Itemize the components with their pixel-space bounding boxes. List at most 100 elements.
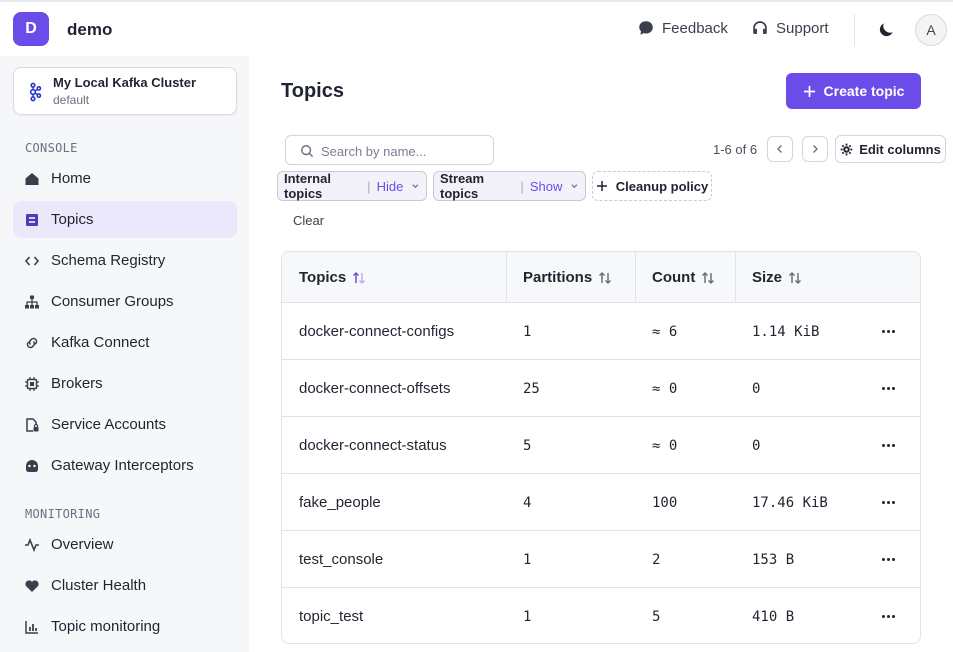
plus-icon bbox=[803, 85, 815, 97]
sidebar-item-service-accounts[interactable]: Service Accounts bbox=[13, 406, 237, 443]
sidebar-item-topics[interactable]: Topics bbox=[13, 201, 237, 238]
code-icon bbox=[24, 255, 40, 266]
row-actions-icon[interactable] bbox=[879, 323, 897, 339]
topic-name[interactable]: fake_people bbox=[299, 494, 381, 511]
sidebar-item-home[interactable]: Home bbox=[13, 160, 237, 197]
topic-count: 2 bbox=[652, 551, 661, 568]
sidebar-item-brokers[interactable]: Brokers bbox=[13, 365, 237, 402]
next-page-button[interactable] bbox=[802, 136, 828, 162]
topic-partitions: 1 bbox=[523, 608, 532, 625]
row-actions-icon[interactable] bbox=[879, 551, 897, 567]
moon-icon[interactable] bbox=[876, 20, 896, 40]
section-monitoring: MONITORING bbox=[25, 507, 101, 521]
column-divider bbox=[635, 252, 636, 303]
user-avatar[interactable]: A bbox=[915, 14, 947, 46]
search-input[interactable] bbox=[321, 141, 486, 161]
support-link[interactable]: Support bbox=[751, 19, 829, 37]
table-row[interactable]: fake_people 4 100 17.46 KiB bbox=[282, 474, 920, 531]
topic-size: 0 bbox=[752, 437, 761, 454]
gateway-icon bbox=[26, 459, 38, 472]
cleanup-policy-filter[interactable]: Cleanup policy bbox=[592, 171, 712, 201]
chat-bubble-icon bbox=[639, 21, 653, 35]
sidebar-item-label: Consumer Groups bbox=[51, 293, 174, 310]
sidebar: My Local Kafka Cluster default CONSOLE H… bbox=[0, 56, 249, 652]
row-actions-icon[interactable] bbox=[879, 437, 897, 453]
gear-icon bbox=[840, 143, 853, 155]
link-icon bbox=[26, 337, 38, 348]
cluster-selector[interactable]: My Local Kafka Cluster default bbox=[13, 67, 237, 115]
feedback-link[interactable]: Feedback bbox=[637, 19, 728, 37]
chevron-right-icon bbox=[813, 145, 818, 153]
topic-size: 0 bbox=[752, 380, 761, 397]
chip-icon bbox=[25, 376, 39, 391]
table-row[interactable]: topic_test 1 5 410 B bbox=[282, 588, 920, 643]
column-header-partitions[interactable]: Partitions bbox=[523, 252, 612, 303]
topic-count: ≈ 0 bbox=[652, 437, 678, 454]
row-actions-icon[interactable] bbox=[879, 494, 897, 510]
column-label: Size bbox=[752, 269, 783, 286]
search-box[interactable] bbox=[285, 135, 494, 165]
topic-name[interactable]: docker-connect-configs bbox=[299, 323, 455, 340]
sidebar-item-label: Kafka Connect bbox=[51, 334, 150, 351]
topic-partitions: 5 bbox=[523, 437, 532, 454]
sidebar-item-label: Overview bbox=[51, 536, 114, 553]
table-row[interactable]: docker-connect-configs 1 ≈ 6 1.14 KiB bbox=[282, 303, 920, 360]
internal-topics-filter[interactable]: Internal topics | Hide bbox=[277, 171, 427, 201]
row-actions-icon[interactable] bbox=[879, 608, 897, 624]
row-actions-icon[interactable] bbox=[879, 380, 897, 396]
sidebar-item-consumer-groups[interactable]: Consumer Groups bbox=[13, 283, 237, 320]
sidebar-item-label: Service Accounts bbox=[51, 416, 167, 433]
sort-icon bbox=[599, 271, 612, 284]
filter-label: Stream topics bbox=[440, 171, 485, 201]
table-row[interactable]: test_console 1 2 153 B bbox=[282, 531, 920, 588]
clear-filters-link[interactable]: Clear bbox=[293, 213, 325, 228]
sidebar-item-gateway-interceptors[interactable]: Gateway Interceptors bbox=[13, 447, 237, 484]
home-icon bbox=[25, 172, 39, 185]
hierarchy-icon bbox=[25, 295, 39, 308]
file-lock-icon bbox=[26, 417, 39, 432]
create-topic-label: Create topic bbox=[823, 83, 905, 99]
filter-value: Hide bbox=[376, 178, 404, 194]
workspace-name[interactable]: demo bbox=[67, 20, 113, 39]
topic-name[interactable]: test_console bbox=[299, 551, 384, 568]
stream-topics-filter[interactable]: Stream topics | Show bbox=[433, 171, 586, 201]
table-row[interactable]: docker-connect-status 5 ≈ 0 0 bbox=[282, 417, 920, 474]
sidebar-item-topic-monitoring[interactable]: Topic monitoring bbox=[13, 608, 237, 645]
topic-count: ≈ 0 bbox=[652, 380, 678, 397]
column-divider bbox=[735, 252, 736, 303]
previous-page-button[interactable] bbox=[767, 136, 793, 162]
page-title: Topics bbox=[281, 80, 344, 102]
edit-columns-button[interactable]: Edit columns bbox=[835, 135, 946, 163]
column-header-size[interactable]: Size bbox=[752, 252, 802, 303]
topic-count: 5 bbox=[652, 608, 661, 625]
column-header-topics[interactable]: Topics bbox=[299, 252, 366, 303]
chevron-down-icon bbox=[412, 184, 419, 189]
table-row[interactable]: docker-connect-offsets 25 ≈ 0 0 bbox=[282, 360, 920, 417]
topic-name[interactable]: docker-connect-status bbox=[299, 437, 447, 454]
topic-name[interactable]: docker-connect-offsets bbox=[299, 380, 451, 397]
sidebar-item-label: Topics bbox=[51, 211, 94, 228]
bar-chart-icon bbox=[25, 620, 38, 634]
column-label: Count bbox=[652, 269, 696, 286]
headset-icon bbox=[753, 21, 767, 34]
create-topic-button[interactable]: Create topic bbox=[786, 73, 921, 109]
sidebar-item-kafka-connect[interactable]: Kafka Connect bbox=[13, 324, 237, 361]
top-border bbox=[0, 0, 953, 2]
sidebar-item-cluster-health[interactable]: Cluster Health bbox=[13, 567, 237, 604]
topic-partitions: 4 bbox=[523, 494, 532, 511]
edit-columns-label: Edit columns bbox=[859, 141, 941, 157]
column-header-count[interactable]: Count bbox=[652, 252, 715, 303]
column-label: Partitions bbox=[523, 269, 593, 286]
topic-count: ≈ 6 bbox=[652, 323, 678, 340]
topic-name[interactable]: topic_test bbox=[299, 608, 364, 625]
sidebar-item-label: Schema Registry bbox=[51, 252, 166, 269]
sidebar-item-schema-registry[interactable]: Schema Registry bbox=[13, 242, 237, 279]
heart-icon bbox=[25, 579, 39, 592]
sidebar-item-overview[interactable]: Overview bbox=[13, 526, 237, 563]
sidebar-item-label: Cluster Health bbox=[51, 577, 147, 594]
support-label: Support bbox=[776, 19, 829, 37]
table-header: Topics Partitions Count Size bbox=[282, 252, 920, 303]
section-console: CONSOLE bbox=[25, 141, 78, 155]
topic-size: 153 B bbox=[752, 551, 795, 568]
workspace-logo[interactable]: D bbox=[13, 12, 49, 46]
